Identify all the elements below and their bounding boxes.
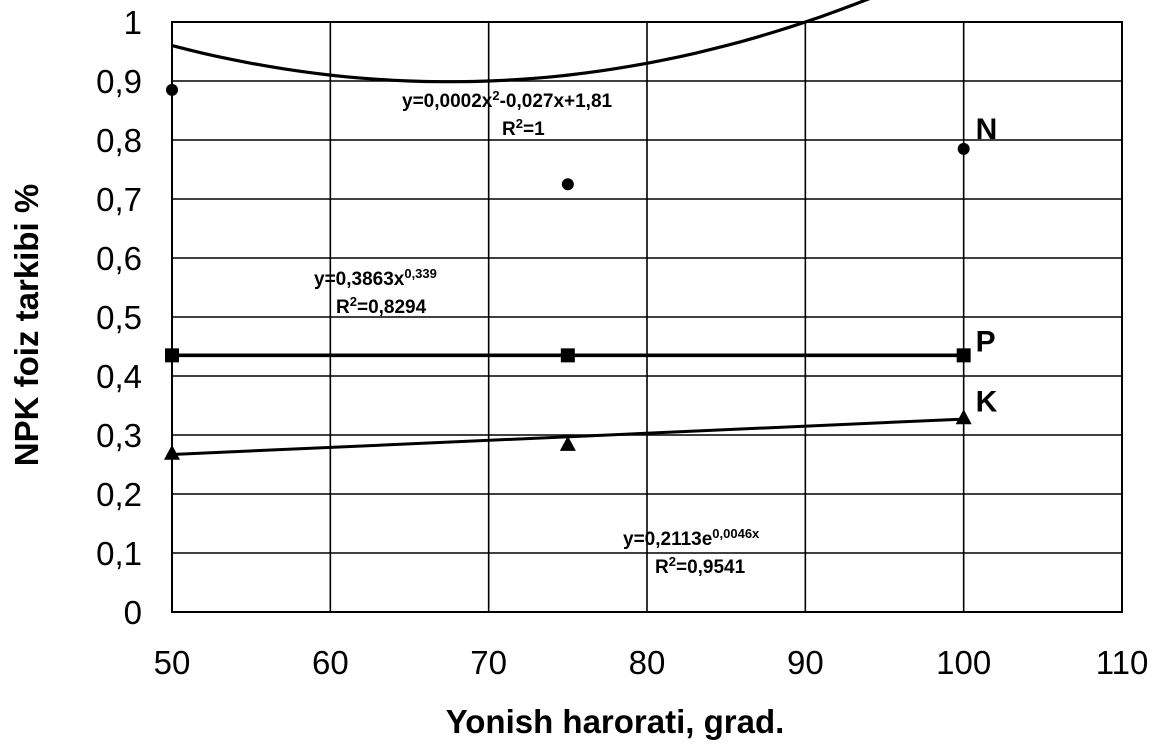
y-tick-label: 0,5 <box>96 299 142 336</box>
tick-labels: 50 60 70 80 90 100 110 0 0,1 0,2 0,3 0,4 0,5 0,6 0,7 0,… <box>96 4 1148 681</box>
data-point-n <box>561 178 574 191</box>
y-tick-label: 0,9 <box>96 63 142 100</box>
series-line-n <box>171 0 871 84</box>
y-tick-label: 0,7 <box>96 181 142 218</box>
y-tick-label: 0,3 <box>96 417 142 454</box>
data-point-p <box>165 348 179 363</box>
y-tick-label: 0,2 <box>96 476 142 513</box>
x-tick-label: 80 <box>629 644 666 681</box>
series-labels: N PK <box>976 113 998 418</box>
y-axis-title: NPK foiz tarkibi % <box>8 184 45 466</box>
series-label-n: N <box>976 113 998 146</box>
trendline-equation-k: y=0,2113e0,0046x <box>623 526 760 551</box>
trendline-equation-n: y=0,0002x2-0,027x+1,81 <box>402 88 613 113</box>
y-tick-label: 0 <box>124 594 142 631</box>
trendline-equations: y=0,0002x2-0,027x+1,81 R2=1 y=0,3863x0,339… <box>314 88 760 579</box>
series <box>164 0 972 460</box>
y-tick-label: 0,4 <box>96 358 142 395</box>
data-point-p <box>560 348 575 363</box>
x-tick-label: 110 <box>1096 644 1149 681</box>
x-tick-label: 50 <box>154 644 191 681</box>
r-squared-k: R2=0,9541 <box>655 554 746 579</box>
data-point-p <box>956 348 971 363</box>
data-point-n <box>957 142 970 155</box>
series-label-p: P <box>976 325 996 358</box>
y-tick-label: 0,8 <box>96 122 142 159</box>
y-tick-label: 0,1 <box>96 535 142 572</box>
data-point-n <box>166 83 178 96</box>
series-label-k: K <box>976 385 998 418</box>
grid <box>171 21 1123 613</box>
data-point-k <box>164 444 180 460</box>
y-tick-label: 0,6 <box>96 240 142 277</box>
data-point-k <box>559 435 576 451</box>
x-tick-label: 90 <box>787 644 824 681</box>
x-tick-label: 100 <box>936 644 991 681</box>
x-tick-label: 70 <box>470 644 507 681</box>
data-point-k <box>955 409 972 425</box>
r-squared-n: R2=1 <box>502 116 545 141</box>
x-axis-title: Yonish harorati, grad. <box>446 703 785 740</box>
y-tick-label: 1 <box>124 4 142 41</box>
trendline-equation-p: y=0,3863x0,339 <box>314 266 437 291</box>
r-squared-p: R2=0,8294 <box>336 294 427 319</box>
x-tick-label: 60 <box>312 644 349 681</box>
